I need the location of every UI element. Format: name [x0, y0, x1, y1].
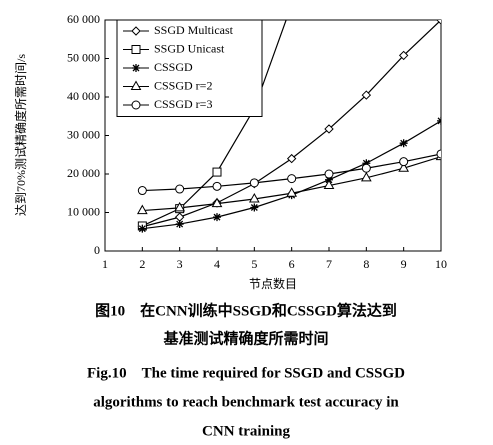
- x-tick-label: 1: [102, 257, 108, 271]
- marker: [174, 201, 186, 212]
- y-tick-label: 50 000: [67, 50, 100, 64]
- marker: [398, 50, 409, 61]
- y-axis-label: 达到70%测试精确度所需时间/s: [13, 54, 28, 216]
- legend-label: SSGD Multicast: [154, 23, 234, 37]
- marker: [136, 204, 148, 215]
- marker: [248, 193, 260, 203]
- x-axis-label: 节点数目: [249, 276, 297, 291]
- marker: [174, 212, 185, 222]
- marker: [250, 203, 259, 212]
- legend-label: SSGD Unicast: [154, 41, 225, 55]
- marker: [138, 224, 147, 233]
- marker: [137, 186, 147, 196]
- marker: [324, 124, 334, 134]
- x-tick-label: 4: [214, 257, 220, 271]
- marker: [211, 197, 223, 208]
- marker: [436, 149, 441, 159]
- caption-line: algorithms to reach benchmark test accur…: [93, 394, 399, 410]
- marker: [398, 162, 410, 172]
- marker: [212, 181, 222, 191]
- caption-line: Fig.10 The time required for SSGD and CS…: [87, 365, 405, 381]
- y-tick-label: 20 000: [67, 166, 100, 180]
- marker: [249, 178, 259, 188]
- marker: [213, 213, 221, 222]
- plot-area: [136, 1, 441, 233]
- marker: [361, 163, 371, 173]
- marker: [132, 64, 140, 72]
- y-tick-label: 30 000: [67, 127, 100, 141]
- marker: [399, 139, 408, 148]
- marker: [288, 1, 296, 9]
- x-tick-label: 5: [251, 257, 257, 271]
- x-tick-label: 2: [139, 257, 145, 271]
- marker: [361, 90, 372, 100]
- x-tick-label: 9: [401, 257, 407, 271]
- marker: [324, 169, 334, 179]
- caption-line: CNN training: [202, 423, 290, 439]
- x-tick-label: 8: [363, 257, 369, 271]
- marker: [436, 20, 441, 25]
- y-tick-label: 0: [94, 243, 100, 257]
- x-tick-label: 6: [289, 257, 295, 271]
- y-tick-label: 10 000: [67, 204, 100, 218]
- y-tick-label: 40 000: [67, 89, 100, 103]
- legend-label: CSSGD r=3: [154, 97, 212, 111]
- legend-label: CSSGD r=2: [154, 78, 212, 92]
- series-line: [142, 156, 441, 212]
- marker: [131, 26, 141, 36]
- marker: [323, 179, 335, 190]
- marker: [175, 184, 185, 194]
- x-tick-label: 10: [435, 257, 447, 271]
- marker: [175, 220, 184, 229]
- x-tick-label: 3: [177, 257, 183, 271]
- marker: [131, 100, 141, 110]
- marker: [130, 80, 142, 90]
- marker: [286, 187, 298, 197]
- marker: [399, 157, 409, 167]
- y-tick-label: 60 000: [67, 12, 100, 26]
- x-tick-label: 7: [326, 257, 332, 271]
- caption-line: 基准测试精确度所需时间: [162, 329, 328, 347]
- marker: [131, 45, 141, 54]
- caption-line: 图10 在CNN训练中SSGD和CSSGD算法达到: [95, 301, 397, 319]
- marker: [437, 116, 441, 125]
- marker: [362, 159, 371, 168]
- marker: [286, 153, 297, 164]
- marker: [360, 171, 372, 182]
- legend-label: CSSGD: [154, 60, 193, 74]
- marker: [287, 174, 297, 184]
- marker: [212, 167, 222, 177]
